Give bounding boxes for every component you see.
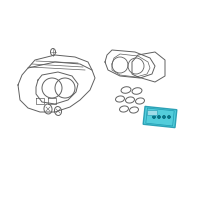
Polygon shape bbox=[143, 106, 177, 128]
Circle shape bbox=[153, 116, 156, 118]
Circle shape bbox=[162, 116, 166, 118]
Bar bbox=[147, 110, 157, 115]
Circle shape bbox=[158, 116, 160, 118]
Circle shape bbox=[168, 116, 170, 118]
